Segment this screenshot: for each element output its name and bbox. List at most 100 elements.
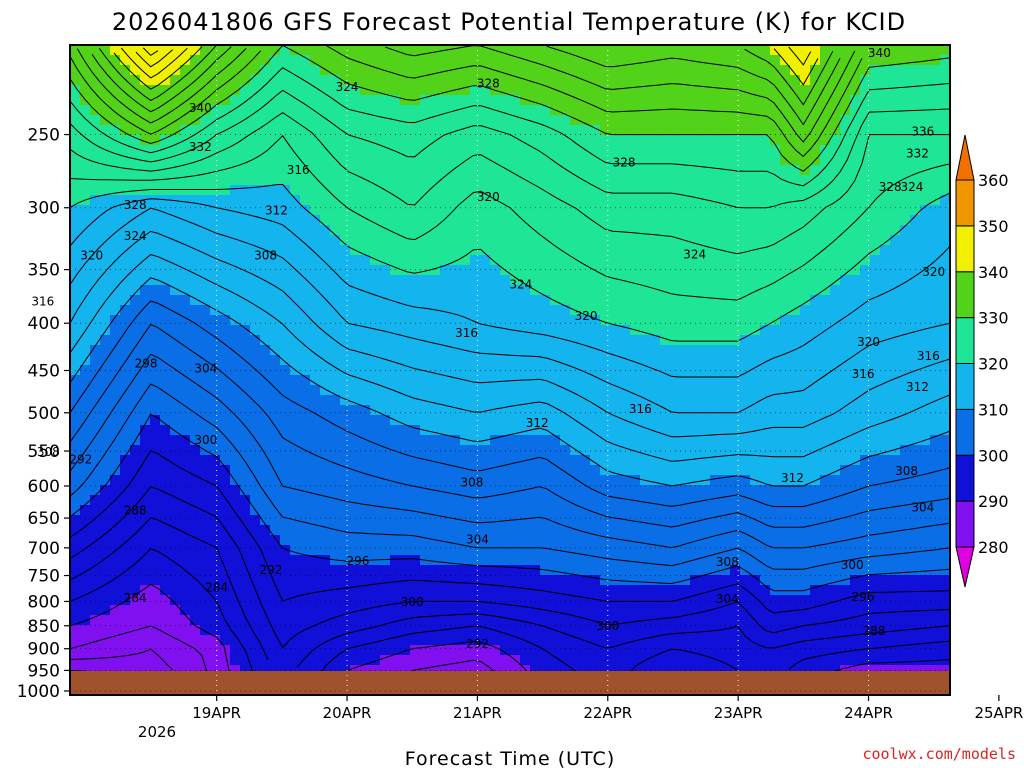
fill-cell (270, 235, 281, 246)
fill-cell (140, 235, 151, 246)
fill-cell (740, 355, 751, 366)
fill-cell (500, 595, 511, 606)
fill-cell (160, 295, 171, 306)
fill-cell (540, 225, 551, 236)
fill-cell (610, 305, 621, 316)
fill-cell (90, 85, 101, 96)
fill-cell (260, 195, 271, 206)
fill-cell (450, 435, 461, 446)
fill-cell (290, 395, 301, 406)
fill-cell (270, 505, 281, 516)
fill-cell (710, 545, 721, 556)
fill-cell (750, 585, 761, 596)
fill-cell (380, 355, 391, 366)
fill-cell (610, 65, 621, 76)
fill-cell (790, 655, 801, 666)
fill-cell (810, 635, 821, 646)
fill-cell (530, 65, 541, 76)
fill-cell (150, 405, 161, 416)
fill-cell (290, 55, 301, 66)
fill-cell (280, 435, 291, 446)
fill-cell (70, 535, 81, 546)
fill-cell (170, 75, 181, 86)
fill-cell (170, 505, 181, 516)
fill-cell (380, 435, 391, 446)
fill-cell (800, 485, 811, 496)
fill-cell (710, 265, 721, 276)
fill-cell (410, 465, 421, 476)
fill-cell (200, 495, 211, 506)
fill-cell (780, 185, 791, 196)
fill-cell (760, 485, 771, 496)
fill-cell (310, 485, 321, 496)
fill-cell (230, 375, 241, 386)
fill-cell (670, 655, 681, 666)
fill-cell (460, 575, 471, 586)
fill-cell (220, 355, 231, 366)
fill-cell (680, 395, 691, 406)
fill-cell (150, 245, 161, 256)
fill-cell (70, 655, 81, 666)
fill-cell (600, 245, 611, 256)
fill-cell (350, 345, 361, 356)
fill-cell (330, 55, 341, 66)
fill-cell (390, 205, 401, 216)
fill-cell (830, 245, 841, 256)
fill-cell (110, 155, 121, 166)
fill-cell (320, 75, 331, 86)
fill-cell (690, 195, 701, 206)
fill-cell (660, 635, 671, 646)
fill-cell (450, 195, 461, 206)
fill-cell (570, 655, 581, 666)
fill-cell (630, 485, 641, 496)
fill-cell (560, 495, 571, 506)
fill-cell (290, 485, 301, 496)
fill-cell (800, 505, 811, 516)
fill-cell (440, 155, 451, 166)
fill-cell (410, 525, 421, 536)
fill-cell (630, 75, 641, 86)
fill-cell (690, 135, 701, 146)
fill-cell (360, 105, 371, 116)
fill-cell (690, 595, 701, 606)
fill-cell (190, 425, 201, 436)
fill-cell (440, 535, 451, 546)
fill-cell (350, 425, 361, 436)
fill-cell (760, 425, 771, 436)
fill-cell (430, 215, 441, 226)
fill-cell (750, 115, 761, 126)
fill-cell (520, 105, 531, 116)
fill-cell (230, 655, 241, 666)
fill-cell (290, 115, 301, 126)
fill-cell (530, 135, 541, 146)
fill-cell (810, 585, 821, 596)
fill-cell (490, 235, 501, 246)
fill-cell (140, 435, 151, 446)
fill-cell (630, 335, 641, 346)
fill-cell (470, 565, 481, 576)
fill-cell (470, 145, 481, 156)
fill-cell (570, 485, 581, 496)
fill-cell (710, 375, 721, 386)
fill-cell (370, 285, 381, 296)
fill-cell (640, 465, 651, 476)
fill-cell (730, 585, 741, 596)
fill-cell (680, 85, 691, 96)
fill-cell (350, 85, 361, 96)
fill-cell (630, 85, 641, 96)
fill-cell (120, 635, 131, 646)
fill-cell (80, 295, 91, 306)
fill-cell (640, 545, 651, 556)
fill-cell (660, 415, 671, 426)
fill-cell (740, 125, 751, 136)
fill-cell (680, 135, 691, 146)
fill-cell (380, 465, 391, 476)
fill-cell (480, 145, 491, 156)
fill-cell (340, 655, 351, 666)
fill-cell (800, 85, 811, 96)
fill-cell (460, 175, 471, 186)
fill-cell (710, 125, 721, 136)
fill-cell (120, 45, 131, 56)
fill-cell (250, 305, 261, 316)
fill-cell (270, 475, 281, 486)
